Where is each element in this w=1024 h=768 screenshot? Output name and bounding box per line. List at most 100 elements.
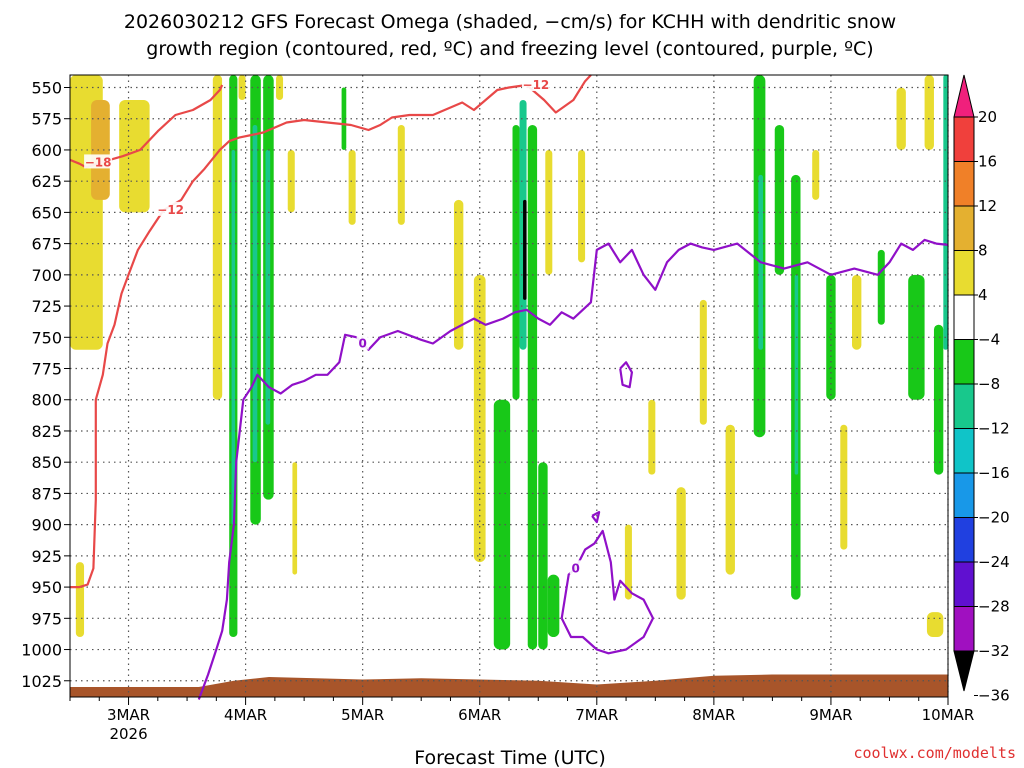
contour-label-bg <box>569 560 582 575</box>
contour-line-1-0 <box>197 238 949 700</box>
ytick-label-600: 600 <box>31 141 62 160</box>
y-axis: 550 575 600 625 650 675 700 725 750 775 800 825 850 8… <box>21 78 70 691</box>
omega-region-48 <box>933 324 944 475</box>
omega-region-44 <box>877 249 885 325</box>
omega-region-2 <box>119 99 150 213</box>
xtick-label-8MAR: 8MAR <box>692 706 735 724</box>
xtick-label-3MAR: 3MAR <box>107 706 150 724</box>
xtick-label-6MAR: 6MAR <box>458 706 501 724</box>
omega-region-8 <box>238 75 246 100</box>
omega-region-26 <box>538 462 548 650</box>
colorbar-bin-9 <box>953 472 975 518</box>
omega-region-4 <box>212 75 223 400</box>
omega-region-18 <box>397 124 405 225</box>
omega-region-42 <box>840 424 848 550</box>
colorbar-label-4: 4 <box>978 286 988 304</box>
omega-region-33 <box>699 299 707 425</box>
colorbar: 20 16 12 8 4 −4 −8 −12 −16 −20 −24 −28 −32 −36 <box>953 74 1010 705</box>
contour-label-1-1: 0 <box>572 561 580 575</box>
omega-region-12 <box>265 149 271 425</box>
chart-title-line2: growth region (contoured, red, ºC) and f… <box>146 38 873 60</box>
ytick-label-950: 950 <box>31 578 62 597</box>
colorbar-label-11: −28 <box>978 598 1010 616</box>
ytick-label-800: 800 <box>31 391 62 410</box>
contour-line-0-1 <box>70 74 592 589</box>
ytick-label-725: 725 <box>31 297 62 316</box>
omega-region-10 <box>252 124 258 463</box>
colorbar-arrow-bottom <box>953 650 975 692</box>
colorbar-bin-4 <box>953 250 975 296</box>
omega-region-46 <box>908 274 925 400</box>
contour-label-bg <box>156 201 185 216</box>
colorbar-label-12: −32 <box>978 642 1010 660</box>
xtick-label-9MAR: 9MAR <box>809 706 852 724</box>
omega-region-15 <box>292 462 298 575</box>
ytick-label-925: 925 <box>31 547 62 566</box>
colorbar-label-5: −4 <box>978 331 1000 349</box>
colorbar-label-8: −16 <box>978 464 1010 482</box>
xtick-label-4MAR: 4MAR <box>224 706 267 724</box>
ytick-label-700: 700 <box>31 266 62 285</box>
omega-region-16 <box>341 87 347 150</box>
contour-label-1-0: 0 <box>358 337 366 351</box>
colorbar-label-7: −12 <box>978 420 1010 438</box>
omega-region-31 <box>648 399 656 475</box>
xtick-label-10MAR: 10MAR <box>922 706 975 724</box>
omega-region-34 <box>725 424 735 575</box>
colorbar-bin-12 <box>953 606 975 652</box>
colorbar-bin-3 <box>953 205 975 251</box>
surface-terrain <box>70 674 948 697</box>
omega-region-40 <box>812 149 820 200</box>
ytick-label-900: 900 <box>31 516 62 535</box>
ytick-label-875: 875 <box>31 484 62 503</box>
omega-shading <box>70 75 948 650</box>
colorbar-arrow-top <box>953 74 975 118</box>
omega-region-37 <box>774 124 785 275</box>
colorbar-bin-10 <box>953 517 975 563</box>
omega-region-24 <box>523 199 527 300</box>
colorbar-label-13: −36 <box>978 687 1010 705</box>
omega-region-47 <box>924 75 934 150</box>
colorbar-bin-11 <box>953 561 975 607</box>
grid <box>70 75 949 697</box>
ytick-label-775: 775 <box>31 360 62 379</box>
omega-region-43 <box>852 274 862 350</box>
colorbar-bin-7 <box>953 383 975 429</box>
omega-region-28 <box>547 574 560 638</box>
omega-region-25 <box>527 124 538 650</box>
omega-region-21 <box>493 399 511 650</box>
omega-region-29 <box>578 149 586 263</box>
contour-label-bg <box>521 76 550 91</box>
ytick-label-1025: 1025 <box>21 672 62 691</box>
colorbar-bin-8 <box>953 428 975 474</box>
ytick-label-650: 650 <box>31 203 62 222</box>
ytick-label-1000: 1000 <box>21 641 62 660</box>
omega-region-41 <box>826 274 836 400</box>
omega-region-5 <box>222 75 230 375</box>
xtick-sublabel-3MAR: 2026 <box>109 725 147 743</box>
colorbar-label-0: 20 <box>978 108 997 126</box>
omega-region-7 <box>231 149 236 525</box>
colorbar-bin-1 <box>953 116 975 162</box>
x-axis-label: Forecast Time (UTC) <box>414 747 605 768</box>
colorbar-bin-6 <box>953 339 975 385</box>
omega-region-30 <box>624 524 632 600</box>
colorbar-label-10: −24 <box>978 553 1010 571</box>
ytick-label-750: 750 <box>31 328 62 347</box>
omega-region-1 <box>91 99 110 200</box>
contour-label-bg <box>84 154 113 169</box>
xtick-label-7MAR: 7MAR <box>575 706 618 724</box>
omega-region-50 <box>926 612 944 638</box>
contour-label-0-2: −12 <box>523 78 550 92</box>
colorbar-bin-5 <box>953 294 975 340</box>
omega-region-20 <box>473 274 486 563</box>
xtick-label-5MAR: 5MAR <box>341 706 384 724</box>
colorbar-label-3: 8 <box>978 242 988 260</box>
omega-region-17 <box>348 149 356 225</box>
contour-label-bg <box>356 335 369 350</box>
colorbar-label-2: 12 <box>978 197 997 215</box>
contour-line-1-1 <box>560 529 655 655</box>
omega-region-19 <box>453 199 464 350</box>
